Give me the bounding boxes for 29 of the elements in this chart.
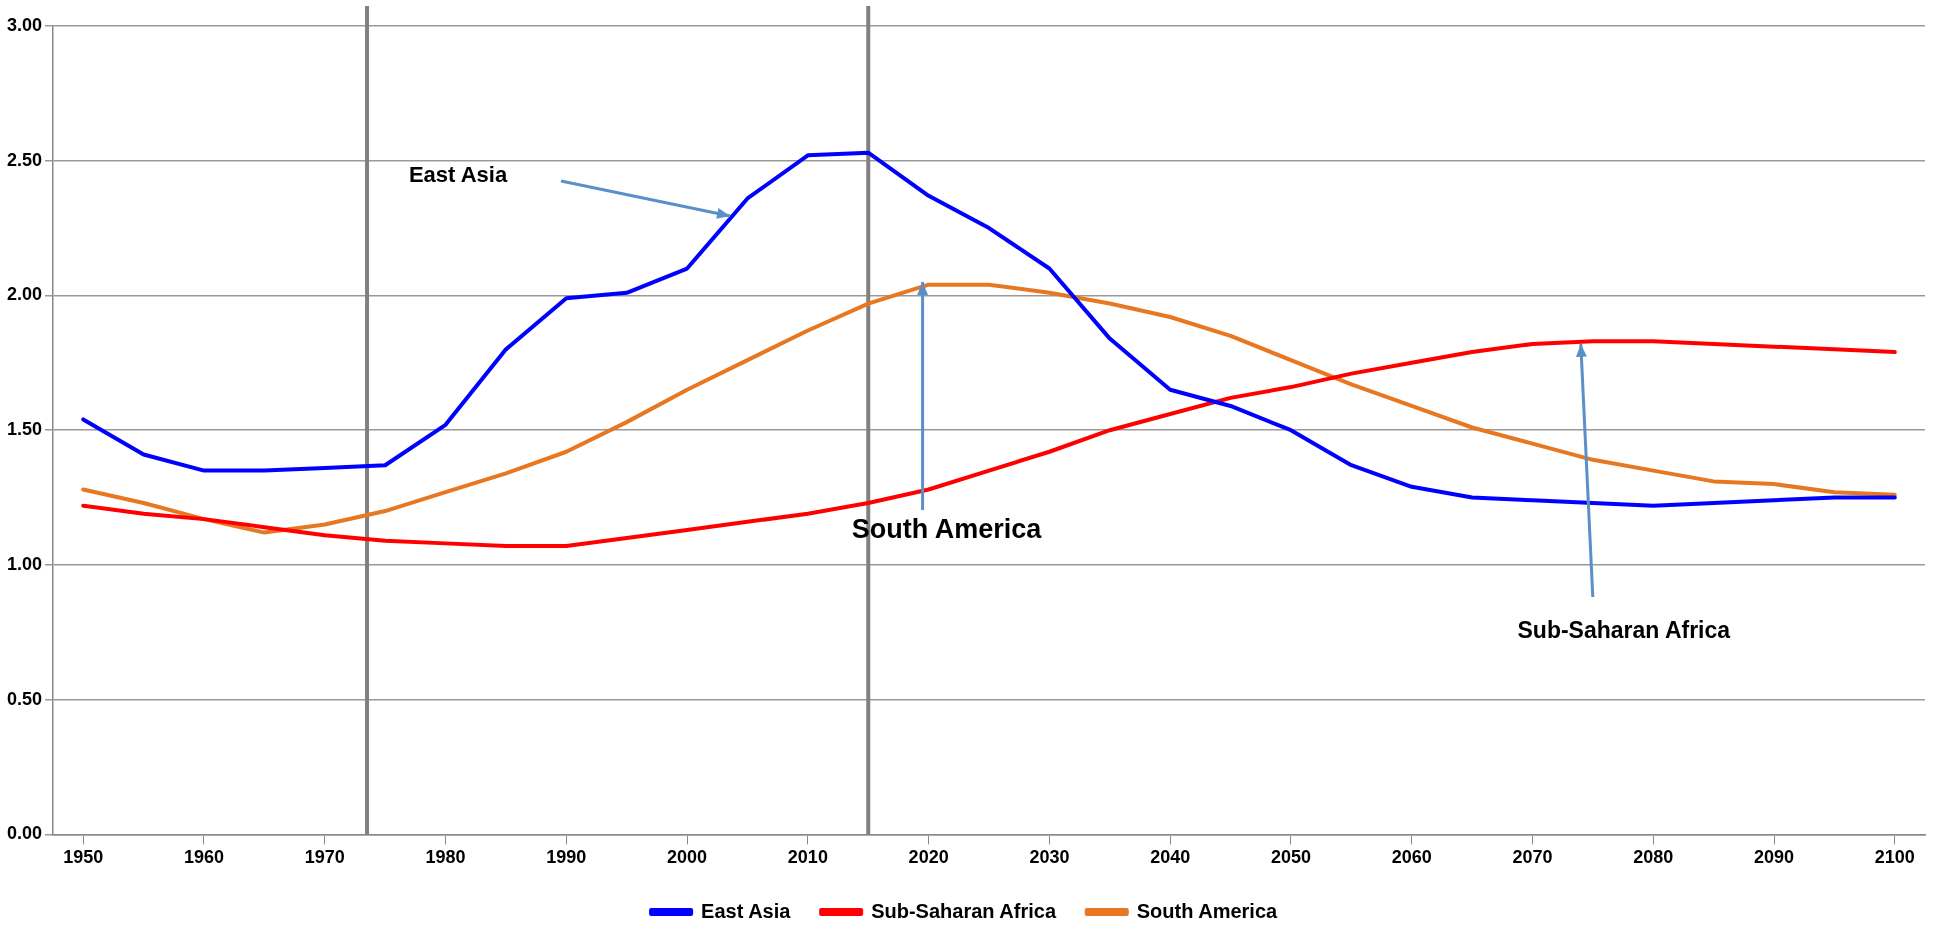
y-tick-label: 2.50 [6,149,43,170]
legend-label: Sub-Saharan Africa [871,899,1057,922]
annotation: South America [851,514,1043,545]
x-tick-label: 2000 [667,847,708,868]
y-tick-label: 0.00 [6,823,43,844]
annotation: Sub-Saharan Africa [1517,617,1731,644]
x-tick-label: 1980 [425,847,466,868]
legend-label: South America [1136,899,1279,922]
y-tick-label: 0.50 [6,688,43,709]
x-tick-label: 1970 [304,847,345,868]
x-tick-label: 2080 [1633,847,1674,868]
x-tick-label: 2040 [1150,847,1191,868]
y-tick-label: 3.00 [6,14,43,35]
x-tick-label: 2010 [787,847,828,868]
y-tick-label: 1.00 [6,553,43,574]
y-tick-label: 1.50 [6,419,43,440]
x-tick-label: 1960 [183,847,225,868]
x-tick-label: 1990 [546,847,587,868]
legend-label: East Asia [701,899,792,922]
x-tick-label: 2100 [1874,847,1915,868]
x-tick-label: 2060 [1391,847,1432,868]
x-tick-label: 1950 [63,847,104,868]
x-tick-label: 2070 [1512,847,1553,868]
x-tick-label: 2050 [1270,847,1311,868]
x-tick-label: 2090 [1754,847,1795,868]
annotation: East Asia [408,162,508,188]
x-tick-label: 2030 [1029,847,1070,868]
x-tick-label: 2020 [908,847,949,868]
y-tick-label: 2.00 [6,284,43,305]
